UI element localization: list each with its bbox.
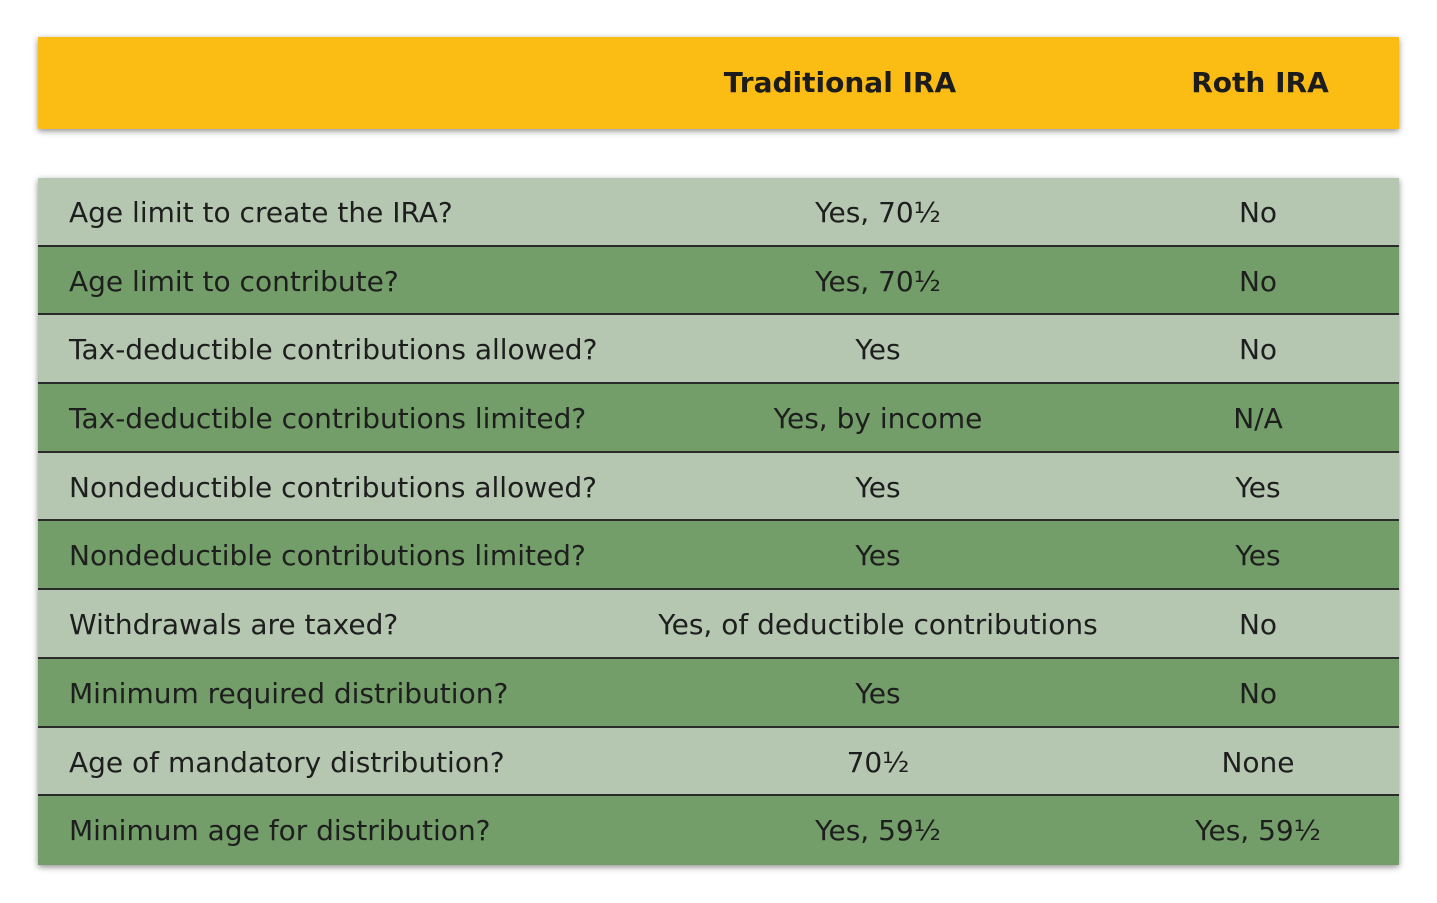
comparison-table: Age limit to create the IRA? Yes, 70½ No… [38, 178, 1399, 865]
roth-value: N/A [1233, 402, 1283, 436]
table-row: Withdrawals are taxed? Yes, of deductibl… [38, 590, 1399, 659]
row-label: Withdrawals are taxed? [69, 608, 399, 642]
roth-value: Yes [1235, 470, 1281, 504]
roth-value: No [1238, 676, 1278, 710]
traditional-value: Yes, 59½ [815, 814, 941, 848]
row-label: Minimum age for distribution? [69, 814, 491, 848]
traditional-value: Yes, 70½ [815, 264, 941, 298]
row-label: Nondeductible contributions allowed? [69, 470, 597, 504]
row-label: Tax-deductible contributions limited? [69, 402, 587, 436]
traditional-value: Yes, by income [773, 402, 983, 436]
traditional-value: 70½ [846, 745, 910, 779]
table-row: Nondeductible contributions limited? Yes… [38, 521, 1399, 591]
row-label: Tax-deductible contributions allowed? [69, 333, 598, 367]
table-row: Age of mandatory distribution? 70½ None [38, 727, 1399, 797]
row-label: Age limit to create the IRA? [69, 196, 453, 229]
traditional-value: Yes [855, 539, 901, 573]
table-header: Traditional IRA Roth IRA [38, 37, 1399, 129]
table-row: Tax-deductible contributions limited? Ye… [38, 384, 1399, 453]
header-traditional-ira: Traditional IRA [723, 66, 957, 99]
traditional-value: Yes [855, 333, 901, 367]
roth-value: Yes [1235, 539, 1281, 573]
table-row: Age limit to create the IRA? Yes, 70½ No [38, 178, 1399, 247]
table-row: Age limit to contribute? Yes, 70½ No [38, 246, 1399, 316]
traditional-value: Yes [855, 676, 901, 710]
traditional-value: Yes, of deductible contributions [658, 608, 1098, 642]
table-row: Minimum required distribution? Yes No [38, 658, 1399, 728]
roth-value: No [1238, 608, 1278, 642]
table-row: Nondeductible contributions allowed? Yes… [38, 452, 1399, 522]
row-label: Nondeductible contributions limited? [69, 539, 586, 573]
row-label: Age of mandatory distribution? [69, 745, 505, 779]
roth-value: No [1238, 196, 1278, 229]
table-row: Minimum age for distribution? Yes, 59½ Y… [38, 796, 1399, 865]
roth-value: Yes, 59½ [1195, 814, 1321, 848]
traditional-value: Yes [855, 470, 901, 504]
row-label: Age limit to contribute? [69, 264, 399, 298]
roth-value: None [1221, 745, 1295, 779]
header-roth-ira: Roth IRA [1191, 66, 1329, 99]
roth-value: No [1238, 264, 1278, 298]
row-label: Minimum required distribution? [69, 676, 509, 710]
table-row: Tax-deductible contributions allowed? Ye… [38, 315, 1399, 385]
roth-value: No [1238, 333, 1278, 367]
traditional-value: Yes, 70½ [815, 196, 941, 229]
